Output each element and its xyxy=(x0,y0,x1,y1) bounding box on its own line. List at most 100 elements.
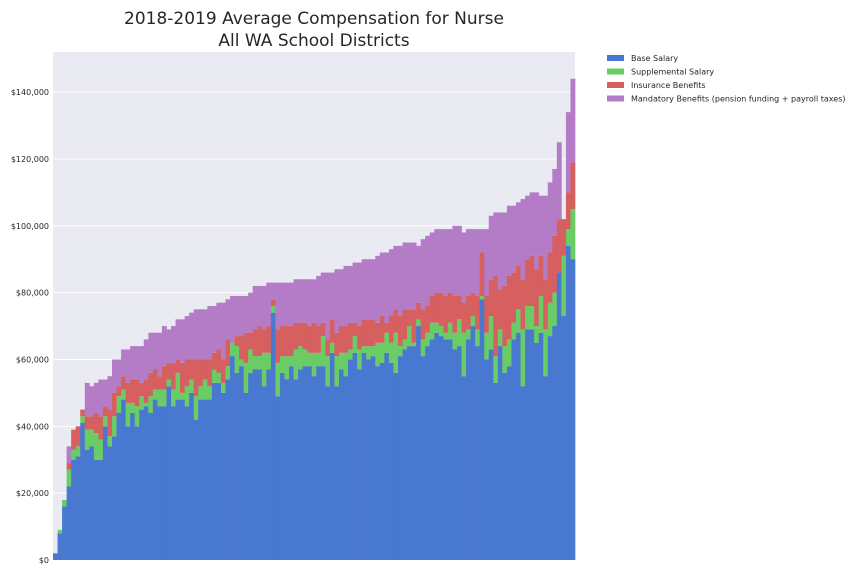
bar-segment xyxy=(125,382,131,403)
bar-segment xyxy=(320,336,326,367)
bar-segment xyxy=(502,372,508,560)
bar-segment xyxy=(361,352,367,560)
bar-segment xyxy=(284,326,290,357)
bar-segment xyxy=(198,309,204,360)
bar-segment xyxy=(411,342,417,347)
bar-segment xyxy=(307,366,313,560)
bar-segment xyxy=(166,329,172,363)
bar-segment xyxy=(53,553,58,560)
bar-segment xyxy=(93,412,99,433)
bar-segment xyxy=(225,339,231,367)
bar-segment xyxy=(302,366,308,560)
bar-segment xyxy=(511,205,517,273)
bar-segment xyxy=(497,346,503,560)
bar-segment xyxy=(175,359,181,373)
bar-segment xyxy=(261,329,267,353)
bar-segment xyxy=(425,235,431,306)
bar-segment xyxy=(130,412,136,560)
bar-segment xyxy=(184,359,190,387)
bar-segment xyxy=(166,379,172,387)
bar-segment xyxy=(134,406,140,427)
bar-segment xyxy=(89,429,95,447)
bar-segment xyxy=(66,486,72,560)
bar-segment xyxy=(157,332,163,377)
bar-segment xyxy=(565,192,571,230)
bar-segment xyxy=(320,366,326,560)
bar-segment xyxy=(370,319,376,347)
bar-segment xyxy=(343,326,349,353)
bar-segment xyxy=(57,533,63,560)
bar-segment xyxy=(316,275,322,327)
bar-segment xyxy=(134,346,140,380)
bar-segment xyxy=(429,339,435,560)
bar-segment xyxy=(270,306,276,313)
bar-segment xyxy=(475,229,481,296)
bar-segment xyxy=(357,369,363,560)
bar-segment xyxy=(180,392,185,400)
bar-segment xyxy=(534,326,540,343)
bar-segment xyxy=(298,322,303,347)
bar-segment xyxy=(112,392,117,417)
bar-segment xyxy=(166,362,172,380)
bar-segment xyxy=(407,346,412,560)
bar-segment xyxy=(293,379,299,560)
bar-segment xyxy=(456,319,462,347)
bar-segment xyxy=(429,232,435,296)
bar-segment xyxy=(520,386,526,560)
bar-segment xyxy=(493,356,499,383)
bar-segment xyxy=(275,396,281,560)
bar-segment xyxy=(107,436,113,447)
bar-segment xyxy=(239,366,244,560)
bar-segment xyxy=(89,386,95,417)
bar-segment xyxy=(139,382,145,397)
bar-segment xyxy=(484,229,490,296)
y-tick-label: $120,000 xyxy=(11,155,49,164)
bar-segment xyxy=(348,265,353,323)
bar-segment xyxy=(538,195,544,256)
bar-segment xyxy=(98,416,104,440)
bar-segment xyxy=(334,386,340,560)
bar-segment xyxy=(257,285,263,327)
bar-segment xyxy=(193,419,199,560)
bar-segment xyxy=(93,459,99,560)
bar-segment xyxy=(434,332,440,560)
bar-segment xyxy=(320,322,326,337)
bar-segment xyxy=(384,322,390,333)
bar-segment xyxy=(161,389,167,407)
bar-segment xyxy=(279,356,285,373)
bar-segment xyxy=(561,219,567,256)
bar-segment xyxy=(493,382,499,560)
bar-segment xyxy=(361,319,367,347)
bar-segment xyxy=(89,446,95,560)
bar-segment xyxy=(198,399,204,560)
bar-segment xyxy=(425,332,431,347)
bar-segment xyxy=(547,336,553,560)
bar-segment xyxy=(161,406,167,560)
bar-segment xyxy=(511,322,517,340)
bar-segment xyxy=(193,396,199,420)
bar-segment xyxy=(334,356,340,387)
bar-segment xyxy=(520,199,526,280)
bar-segment xyxy=(420,239,426,310)
bar-segment xyxy=(511,339,517,560)
bar-segment xyxy=(411,346,417,560)
bar-segment xyxy=(388,342,394,363)
bar-segment xyxy=(493,275,499,357)
bar-segment xyxy=(184,316,190,360)
bar-segment xyxy=(139,396,145,410)
bar-segment xyxy=(552,326,558,560)
bar-segment xyxy=(189,392,195,560)
bar-segment xyxy=(211,352,217,370)
bar-segment xyxy=(325,386,331,560)
bar-segment xyxy=(211,306,217,353)
bar-segment xyxy=(329,342,335,353)
bar-segment xyxy=(511,272,517,323)
bar-segment xyxy=(534,342,540,560)
bar-segment xyxy=(284,356,290,380)
bar-segment xyxy=(484,295,490,333)
bar-segment xyxy=(143,402,149,407)
bar-segment xyxy=(102,379,108,407)
bar-segment xyxy=(193,359,199,397)
bar-segment xyxy=(338,369,344,560)
bar-segment xyxy=(284,379,290,560)
